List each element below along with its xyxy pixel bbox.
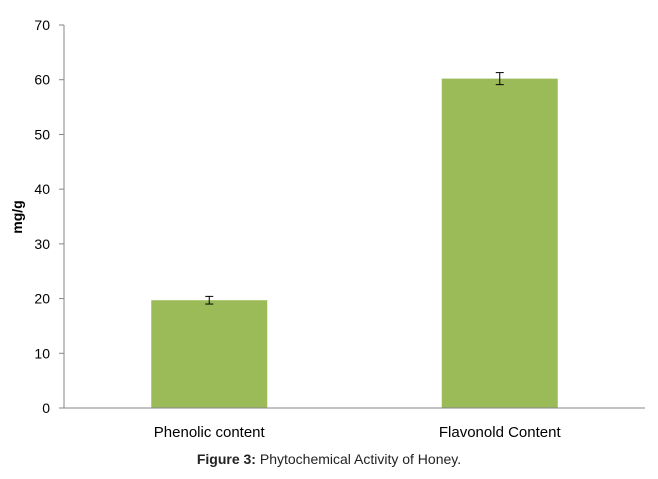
y-tick-label: 20 <box>34 291 50 307</box>
y-tick-label: 30 <box>34 236 50 252</box>
y-axis-title: mg/g <box>9 200 25 233</box>
error-bar-1 <box>205 295 214 305</box>
y-tick-label: 70 <box>34 17 50 33</box>
y-tick-label: 60 <box>34 72 50 88</box>
bars <box>151 78 558 409</box>
figure-number: Figure 3: <box>196 451 256 467</box>
x-axis-labels: Phenolic content Flavonold Content <box>154 424 562 441</box>
figure-caption-text: Phytochemical Activity of Honey. <box>259 451 462 467</box>
y-axis-ticks: 0 10 20 30 40 50 60 70 <box>34 17 64 416</box>
y-tick-label: 40 <box>34 181 50 197</box>
figure-caption: Figure 3: Phytochemical Activity of Hone… <box>0 451 658 467</box>
error-bar-2 <box>495 72 504 86</box>
x-category-label: Phenolic content <box>154 424 266 441</box>
x-category-label: Flavonold Content <box>439 424 562 441</box>
y-tick-label: 0 <box>42 400 50 416</box>
bar-2 <box>441 78 558 409</box>
y-tick-label: 10 <box>34 345 50 361</box>
y-tick-label: 50 <box>34 126 50 142</box>
error-bars <box>205 72 504 305</box>
bar-1 <box>151 300 268 408</box>
